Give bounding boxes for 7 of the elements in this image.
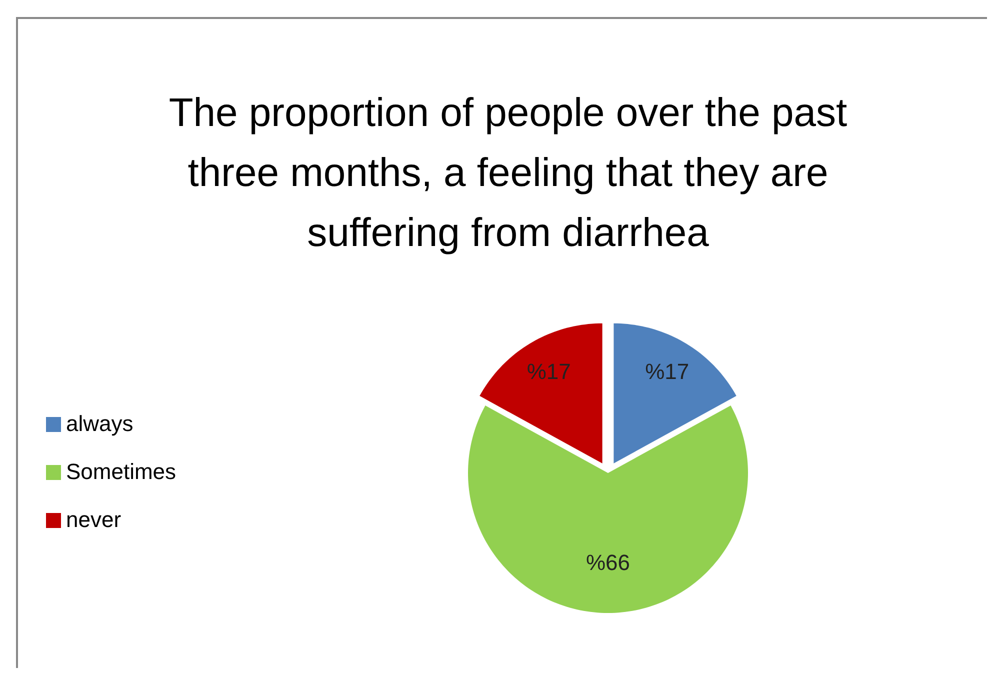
legend-label: never — [66, 506, 122, 532]
legend-label: always — [66, 410, 134, 436]
data-label: %17 — [526, 358, 571, 384]
chart-title: The proportion of people over the past three months, a feeling that they are suffering from diarrhea — [168, 91, 848, 255]
data-label: %66 — [586, 550, 630, 575]
legend-label: Sometimes — [66, 458, 176, 484]
data-label: %17 — [645, 358, 690, 384]
